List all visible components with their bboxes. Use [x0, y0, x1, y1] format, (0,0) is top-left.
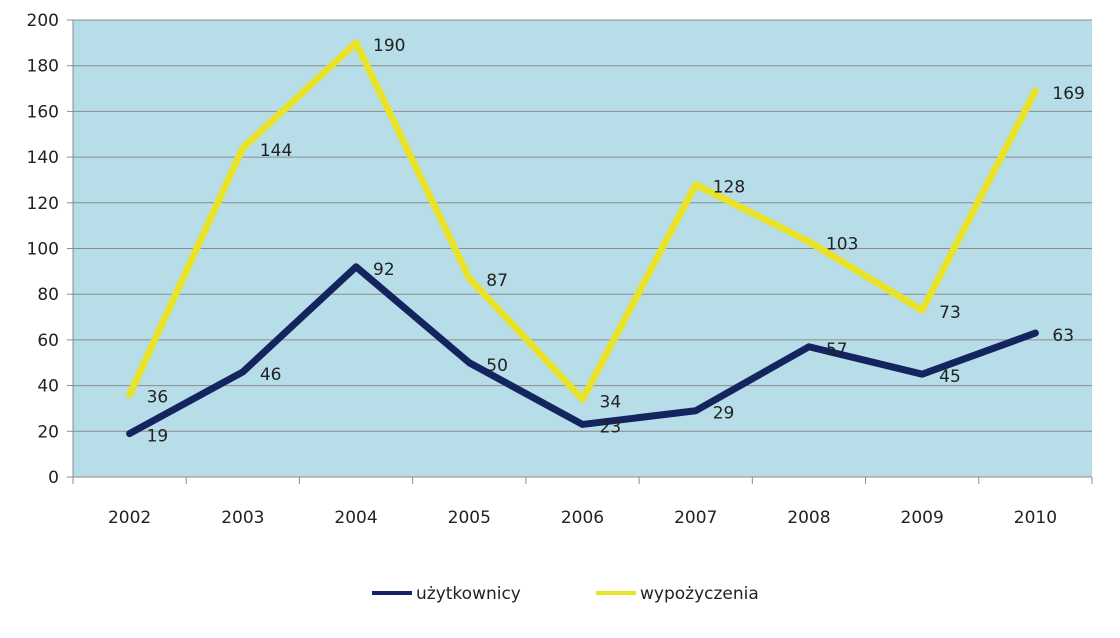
legend-label: użytkownicy: [416, 584, 521, 604]
y-tick-label: 140: [27, 148, 59, 168]
x-tick-label: 2007: [674, 508, 717, 528]
data-label: 169: [1052, 84, 1084, 104]
y-tick-label: 20: [37, 422, 59, 442]
x-tick-label: 2008: [787, 508, 830, 528]
series-line-wypozyczenia: [126, 39, 1039, 403]
x-tick-label: 2010: [1014, 508, 1057, 528]
y-tick-label: 200: [27, 11, 59, 31]
y-tick-label: 40: [37, 377, 59, 397]
data-label: 103: [826, 235, 858, 255]
y-tick-label: 160: [27, 102, 59, 122]
y-tick-label: 180: [27, 57, 59, 77]
data-label: 144: [260, 141, 292, 161]
data-label: 29: [713, 404, 735, 424]
data-label: 190: [373, 36, 405, 56]
y-tick-label: 120: [27, 194, 59, 214]
data-label: 36: [147, 388, 169, 408]
x-tick-label: 2002: [108, 508, 151, 528]
y-tick-label: 80: [37, 285, 59, 305]
data-label: 128: [713, 178, 745, 198]
data-label: 45: [939, 367, 961, 387]
y-tick-label: 0: [48, 468, 59, 488]
series-line-uzytkownicy: [126, 263, 1039, 438]
x-tick-label: 2003: [221, 508, 264, 528]
data-label: 23: [600, 417, 622, 437]
x-tick-label: 2005: [448, 508, 491, 528]
data-label: 34: [600, 392, 622, 412]
data-label: 92: [373, 260, 395, 280]
data-label: 46: [260, 365, 282, 385]
data-label: 19: [147, 427, 169, 447]
y-tick-label: 60: [37, 331, 59, 351]
data-label: 50: [486, 356, 508, 376]
x-tick-label: 2009: [901, 508, 944, 528]
y-tick-label: 100: [27, 240, 59, 260]
data-label: 87: [486, 271, 508, 291]
data-label: 73: [939, 303, 961, 323]
legend-label: wypożyczenia: [640, 584, 759, 604]
x-tick-label: 2006: [561, 508, 604, 528]
data-label: 57: [826, 340, 848, 360]
x-tick-label: 2004: [334, 508, 377, 528]
data-label: 63: [1052, 326, 1074, 346]
